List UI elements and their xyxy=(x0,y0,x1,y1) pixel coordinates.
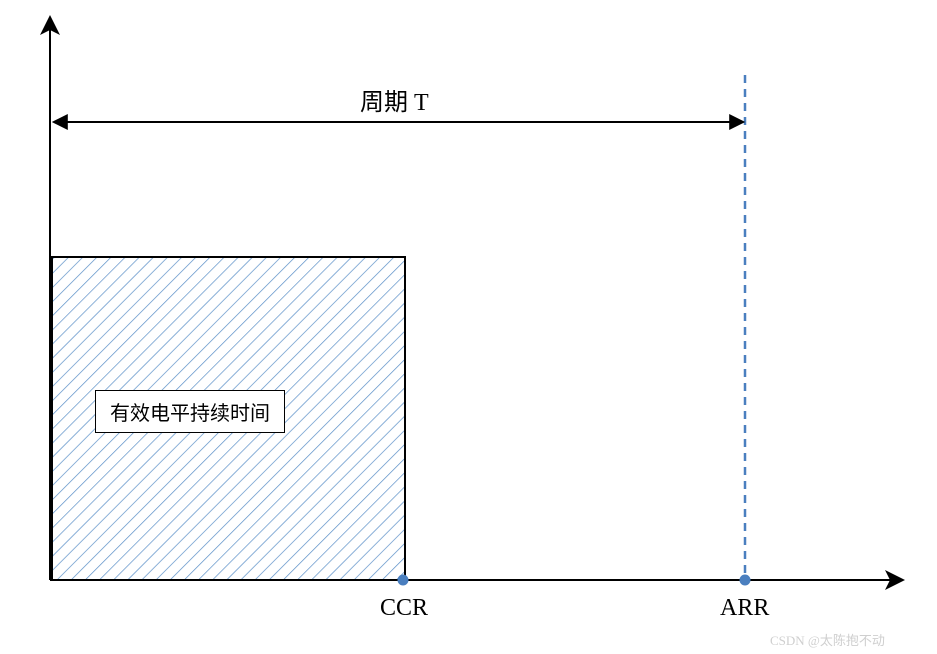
diagram-svg xyxy=(0,0,937,654)
arr-axis-label: ARR xyxy=(720,595,769,622)
ccr-axis-label: CCR xyxy=(380,595,428,622)
diagram-container: 周期 T 有效电平持续时间 CCR ARR CSDN @太陈抱不动 xyxy=(0,0,937,654)
watermark-text: CSDN @太陈抱不动 xyxy=(770,630,885,649)
pulse-inner-label: 有效电平持续时间 xyxy=(95,390,285,433)
period-label: 周期 T xyxy=(360,82,429,117)
arr-marker-dot xyxy=(740,575,750,585)
ccr-marker-dot xyxy=(398,575,408,585)
